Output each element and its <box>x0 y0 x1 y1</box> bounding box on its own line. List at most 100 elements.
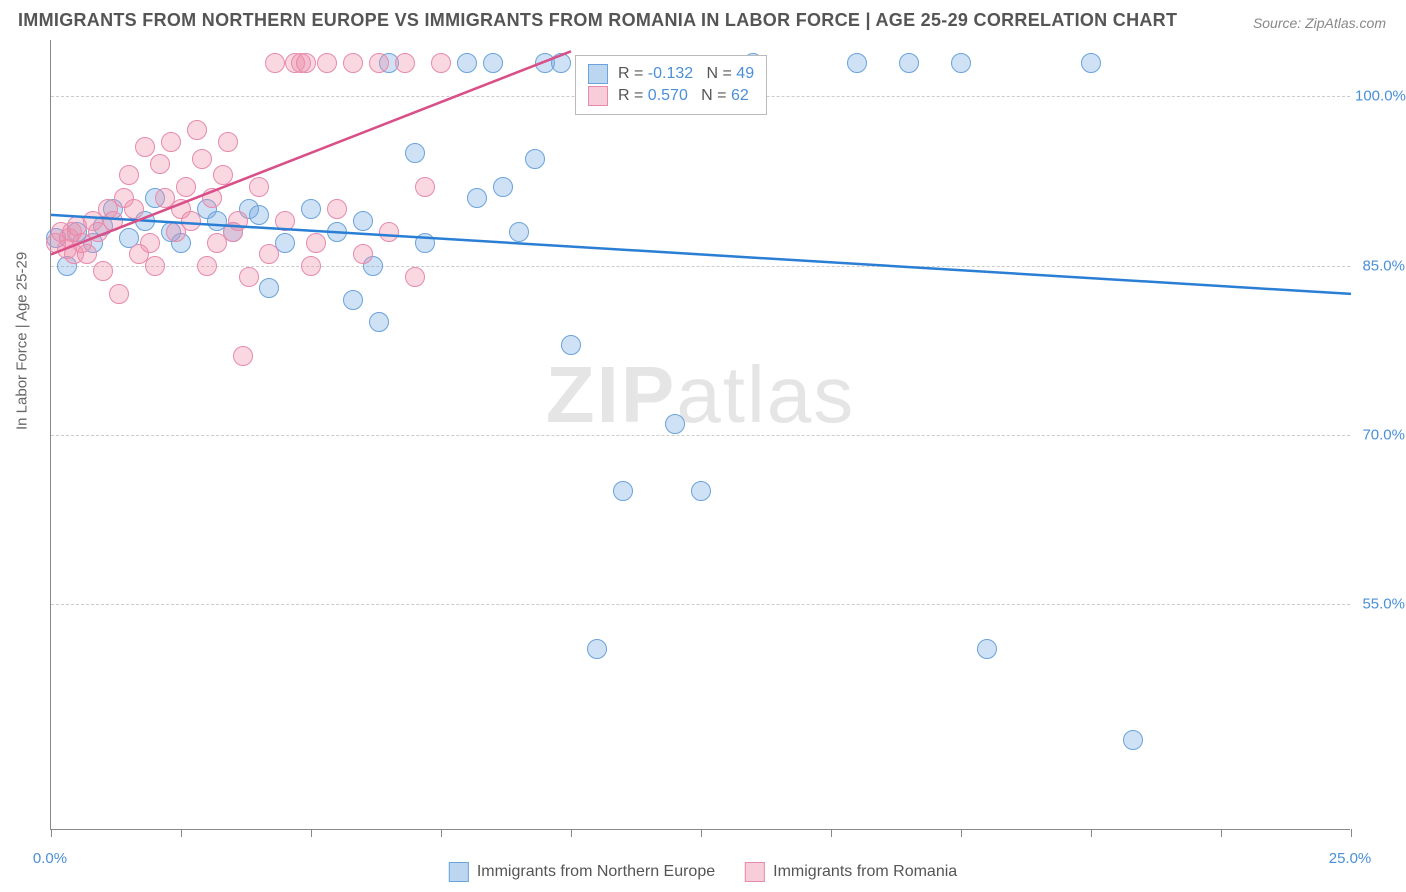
chart-container: IMMIGRANTS FROM NORTHERN EUROPE VS IMMIG… <box>0 0 1406 892</box>
scatter-point <box>161 132 181 152</box>
watermark: ZIPatlas <box>546 349 855 441</box>
scatter-point <box>415 233 435 253</box>
scatter-point <box>109 284 129 304</box>
scatter-point <box>353 211 373 231</box>
stats-legend-row: R = 0.570 N = 62 <box>588 86 754 106</box>
scatter-point <box>301 199 321 219</box>
scatter-point <box>395 53 415 73</box>
scatter-point <box>467 188 487 208</box>
x-tick-mark <box>181 829 182 837</box>
stats-text: R = -0.132 N = 49 <box>618 65 754 83</box>
legend-bottom: Immigrants from Northern Europe Immigrant… <box>449 862 957 882</box>
scatter-point <box>103 211 123 231</box>
scatter-point <box>899 53 919 73</box>
source-credit: Source: ZipAtlas.com <box>1253 15 1386 31</box>
scatter-point <box>1081 53 1101 73</box>
scatter-point <box>213 165 233 185</box>
scatter-point <box>1123 730 1143 750</box>
watermark-light: atlas <box>676 350 855 439</box>
chart-title: IMMIGRANTS FROM NORTHERN EUROPE VS IMMIG… <box>18 10 1177 31</box>
y-tick-label: 85.0% <box>1355 257 1405 274</box>
scatter-point <box>509 222 529 242</box>
scatter-point <box>343 53 363 73</box>
y-tick-label: 100.0% <box>1355 88 1405 105</box>
scatter-point <box>493 177 513 197</box>
scatter-point <box>239 267 259 287</box>
scatter-point <box>551 53 571 73</box>
legend-swatch-icon <box>588 86 608 106</box>
scatter-point <box>192 149 212 169</box>
scatter-point <box>587 639 607 659</box>
y-tick-label: 70.0% <box>1355 427 1405 444</box>
x-tick-mark <box>571 829 572 837</box>
watermark-bold: ZIP <box>546 350 676 439</box>
scatter-point <box>181 211 201 231</box>
scatter-point <box>665 414 685 434</box>
scatter-point <box>301 256 321 276</box>
x-tick-mark <box>51 829 52 837</box>
legend-label: Immigrants from Romania <box>773 863 957 881</box>
scatter-point <box>249 177 269 197</box>
scatter-point <box>202 188 222 208</box>
scatter-point <box>265 53 285 73</box>
x-tick-label: 25.0% <box>1329 850 1372 867</box>
x-tick-mark <box>961 829 962 837</box>
stats-text: R = 0.570 N = 62 <box>618 87 749 105</box>
scatter-point <box>249 205 269 225</box>
plot-area: ZIPatlas 55.0%70.0%85.0%100.0% <box>50 40 1350 830</box>
y-tick-label: 55.0% <box>1355 596 1405 613</box>
scatter-point <box>457 53 477 73</box>
scatter-point <box>187 120 207 140</box>
stats-legend: R = -0.132 N = 49 R = 0.570 N = 62 <box>575 55 767 115</box>
scatter-point <box>124 199 144 219</box>
scatter-point <box>343 290 363 310</box>
scatter-point <box>228 211 248 231</box>
legend-swatch-icon <box>449 862 469 882</box>
scatter-point <box>176 177 196 197</box>
scatter-point <box>847 53 867 73</box>
x-tick-label: 0.0% <box>33 850 67 867</box>
scatter-point <box>197 256 217 276</box>
x-tick-mark <box>1221 829 1222 837</box>
scatter-point <box>613 481 633 501</box>
scatter-point <box>405 267 425 287</box>
scatter-point <box>431 53 451 73</box>
scatter-point <box>317 53 337 73</box>
legend-label: Immigrants from Northern Europe <box>477 863 715 881</box>
legend-item: Immigrants from Romania <box>745 862 957 882</box>
stats-legend-row: R = -0.132 N = 49 <box>588 64 754 84</box>
scatter-point <box>369 53 389 73</box>
gridline <box>51 604 1350 605</box>
scatter-point <box>405 143 425 163</box>
scatter-point <box>275 211 295 231</box>
scatter-point <box>306 233 326 253</box>
scatter-point <box>483 53 503 73</box>
scatter-point <box>353 244 373 264</box>
trend-line <box>51 51 571 254</box>
x-tick-mark <box>311 829 312 837</box>
scatter-point <box>233 346 253 366</box>
legend-item: Immigrants from Northern Europe <box>449 862 715 882</box>
scatter-point <box>150 154 170 174</box>
scatter-point <box>691 481 711 501</box>
scatter-point <box>951 53 971 73</box>
gridline <box>51 435 1350 436</box>
scatter-point <box>561 335 581 355</box>
scatter-point <box>140 233 160 253</box>
scatter-point <box>259 278 279 298</box>
legend-swatch-icon <box>588 64 608 84</box>
scatter-point <box>77 244 97 264</box>
scatter-point <box>218 132 238 152</box>
y-axis-label: In Labor Force | Age 25-29 <box>14 252 31 430</box>
scatter-point <box>415 177 435 197</box>
scatter-point <box>369 312 389 332</box>
scatter-point <box>525 149 545 169</box>
scatter-point <box>327 199 347 219</box>
scatter-point <box>93 261 113 281</box>
scatter-point <box>259 244 279 264</box>
scatter-point <box>977 639 997 659</box>
x-tick-mark <box>441 829 442 837</box>
scatter-point <box>327 222 347 242</box>
x-tick-mark <box>701 829 702 837</box>
x-tick-mark <box>831 829 832 837</box>
